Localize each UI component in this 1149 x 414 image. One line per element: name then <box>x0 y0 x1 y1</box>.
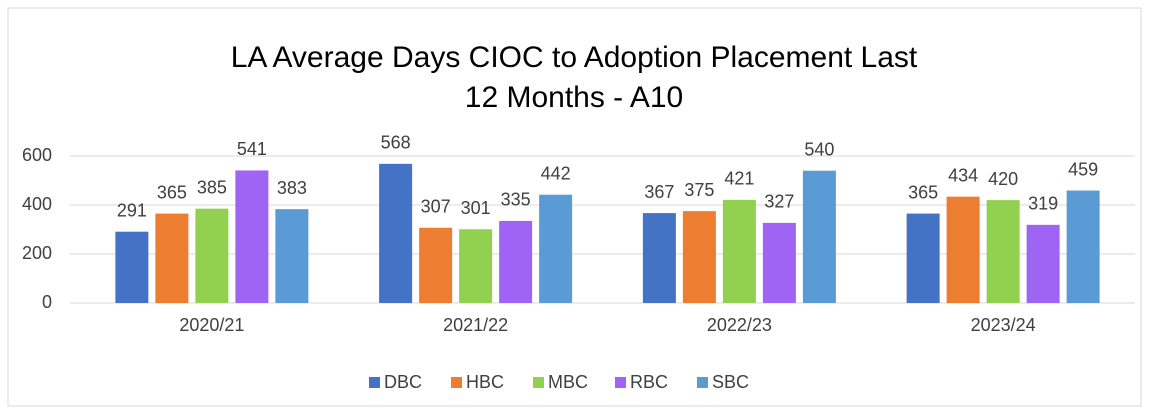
legend-swatch <box>533 377 544 388</box>
x-tick-label: 2022/23 <box>707 315 772 335</box>
y-tick-label: 200 <box>22 243 52 263</box>
bar <box>115 231 149 303</box>
data-label: 442 <box>541 163 571 183</box>
bar <box>986 200 1020 303</box>
bar <box>946 196 980 303</box>
data-label: 421 <box>724 169 754 189</box>
legend-swatch <box>451 377 462 388</box>
x-tick-label: 2020/21 <box>179 315 244 335</box>
legend-label: HBC <box>466 372 504 392</box>
data-label: 301 <box>461 198 491 218</box>
data-label: 459 <box>1068 159 1098 179</box>
data-label: 365 <box>157 182 187 202</box>
data-label: 420 <box>988 169 1018 189</box>
legend-label: DBC <box>384 372 422 392</box>
data-label: 365 <box>908 182 938 202</box>
data-label: 335 <box>501 190 531 210</box>
data-label: 385 <box>197 177 227 197</box>
data-label: 375 <box>684 180 714 200</box>
data-label: 319 <box>1028 194 1058 214</box>
legend-label: MBC <box>548 372 588 392</box>
legend-label: SBC <box>712 372 749 392</box>
bar <box>1026 224 1060 303</box>
bar <box>459 229 493 303</box>
data-label: 541 <box>237 139 267 159</box>
legend-swatch <box>697 377 708 388</box>
data-label: 383 <box>277 178 307 198</box>
bar <box>419 227 453 303</box>
bar <box>722 199 756 303</box>
chart-title: LA Average Days CIOC to Adoption Placeme… <box>230 41 918 114</box>
data-label: 307 <box>421 197 451 217</box>
legend-swatch <box>615 377 626 388</box>
x-tick-label: 2021/22 <box>443 315 508 335</box>
bar <box>682 211 716 303</box>
data-label: 367 <box>644 182 674 202</box>
y-tick-label: 600 <box>22 145 52 165</box>
bar <box>155 213 189 303</box>
legend-label: RBC <box>630 372 668 392</box>
bar <box>802 170 836 303</box>
data-label: 434 <box>948 165 978 185</box>
legend-swatch <box>369 377 380 388</box>
bar <box>762 222 796 303</box>
data-label: 540 <box>804 139 834 159</box>
bar <box>275 209 309 303</box>
bar <box>539 194 573 303</box>
x-tick-label: 2023/24 <box>971 315 1036 335</box>
bar <box>642 213 676 303</box>
data-label: 568 <box>381 133 411 153</box>
bar <box>195 208 229 303</box>
bar <box>906 213 940 303</box>
bar <box>379 163 413 303</box>
data-label: 327 <box>764 192 794 212</box>
bar <box>235 170 269 303</box>
y-tick-label: 0 <box>42 292 52 312</box>
bar <box>1066 190 1100 303</box>
data-label: 291 <box>117 200 147 220</box>
chart-border <box>7 7 1142 407</box>
y-tick-label: 400 <box>22 194 52 214</box>
bar <box>499 220 533 303</box>
